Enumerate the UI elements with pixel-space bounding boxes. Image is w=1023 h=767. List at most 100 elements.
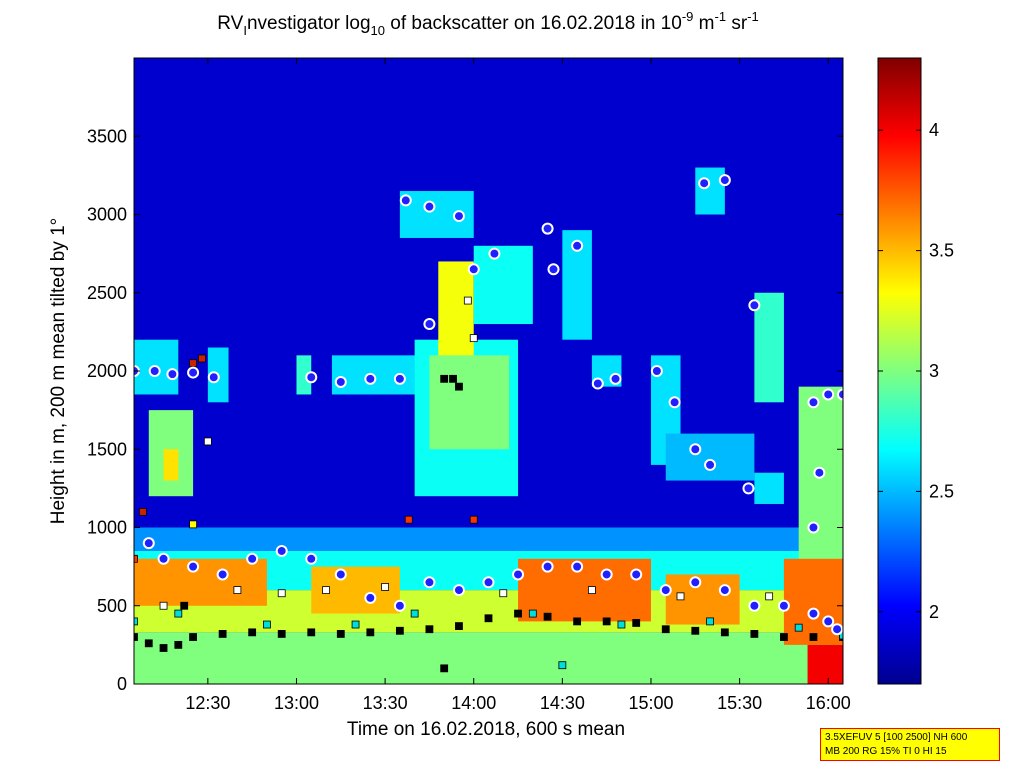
x-tick-label: 15:00 (628, 693, 673, 713)
cloud-base-marker (142, 537, 155, 550)
layer-marker (558, 661, 567, 670)
layer-markers (134, 296, 843, 673)
cloud-base-marker (650, 365, 663, 377)
x-tick-label: 15:30 (717, 693, 762, 713)
cloud-base-marker (275, 544, 288, 557)
layer-marker (469, 515, 478, 524)
layer-marker (174, 640, 183, 649)
cloud-base-marker (807, 396, 820, 409)
backscatter-region (429, 355, 510, 450)
layer-marker (322, 586, 330, 594)
backscatter-region (134, 558, 267, 606)
cloud-base-marker (742, 482, 755, 495)
cloud-base-marker (157, 552, 170, 565)
layer-marker (277, 630, 286, 638)
layer-marker (134, 633, 138, 641)
cloud-base-marker (452, 210, 465, 223)
layer-marker (144, 639, 153, 648)
layer-marker (336, 630, 345, 638)
y-tick-label: 0 (117, 674, 127, 694)
cloud-base-marker (166, 368, 179, 381)
x-tick-label: 13:30 (363, 693, 408, 713)
cloud-base-marker (488, 247, 501, 260)
layer-marker (676, 592, 685, 601)
backscatter-region (473, 245, 533, 325)
layer-marker (440, 664, 449, 673)
y-tick-label: 3000 (87, 205, 127, 225)
cloud-base-marker (547, 263, 560, 276)
cloud-base-marker (668, 396, 681, 409)
cloud-base-marker (452, 584, 465, 597)
backscatter-region (134, 632, 843, 684)
cloud-base-marker (777, 599, 790, 612)
layer-marker (780, 633, 788, 641)
layer-marker (587, 586, 596, 594)
backscatter-region (438, 261, 474, 356)
y-axis-title: Height in m, 200 m mean tilted by 1° (48, 218, 69, 524)
backscatter-region (331, 355, 424, 395)
layer-marker (809, 633, 818, 641)
layer-marker (134, 617, 138, 626)
cloud-base-marker (187, 366, 200, 379)
cloud-base-marker (467, 263, 480, 276)
backscatter-region (754, 472, 784, 505)
layer-marker (573, 617, 582, 626)
layer-marker (617, 620, 626, 629)
cloud-base-marker (807, 607, 820, 620)
cloud-base-marker (689, 443, 702, 456)
cloud-base-marker (423, 200, 436, 213)
backscatter-region (296, 355, 312, 395)
backscatter-region (163, 449, 179, 481)
layer-marker (203, 437, 212, 446)
layer-marker (189, 520, 197, 529)
y-tick-label: 1000 (87, 518, 127, 538)
cloud-base-marker (659, 584, 672, 597)
cloud-base-marker (399, 194, 412, 207)
layer-marker (198, 354, 206, 363)
cloud-base-marker (609, 372, 622, 385)
x-tick-label: 13:00 (274, 693, 319, 713)
cloud-base-marker (364, 591, 377, 604)
x-tick-label: 14:30 (540, 693, 585, 713)
layer-marker (277, 589, 286, 598)
backscatter-region (754, 292, 784, 403)
info-line-2: MB 200 RG 15% TI 0 HI 15 (825, 746, 947, 757)
layer-marker (366, 628, 375, 637)
cloud-base-marker (216, 568, 229, 581)
layer-marker (381, 583, 390, 591)
cloud-base-marker (698, 177, 711, 190)
y-tick-label: 500 (97, 596, 127, 616)
cloud-base-marker (541, 560, 554, 573)
cloud-base-marker (630, 568, 643, 581)
colorbar-ticks: 2 2.5 3 3.5 4 (878, 120, 954, 622)
cloud-base-marker (822, 388, 835, 401)
layer-marker (706, 617, 714, 626)
chart-title: RVInvestigator log10 of backscatter on 1… (217, 9, 758, 38)
cloud-base-marker (704, 458, 717, 471)
plot-area (133, 57, 844, 685)
colorbar: 2 2.5 3 3.5 4 (877, 57, 954, 685)
cloud-base-marker (837, 388, 843, 401)
info-line-1: 3.5XEFUV 5 [100 2500] NH 600 (825, 732, 968, 743)
layer-marker (514, 609, 522, 618)
layer-marker (794, 623, 803, 632)
backscatter-region (807, 644, 843, 684)
layer-marker (404, 515, 413, 524)
layer-marker (499, 589, 508, 598)
cloud-base-marker (207, 371, 220, 384)
cloud-base-marker (305, 371, 318, 384)
layer-marker (351, 620, 360, 629)
x-tick-label: 14:00 (451, 693, 496, 713)
layer-marker (463, 296, 472, 305)
cloud-base-marker (305, 552, 318, 565)
cloud-base-marker (807, 521, 820, 534)
layer-marker (180, 601, 189, 610)
layer-marker (440, 374, 449, 383)
cloud-base-marker (718, 584, 731, 597)
colorbar-tick-label: 3 (929, 361, 939, 381)
cloud-base-marker (423, 576, 436, 589)
layer-marker (395, 626, 404, 635)
backscatter-region (518, 558, 651, 622)
backscatter-regions (134, 167, 843, 684)
